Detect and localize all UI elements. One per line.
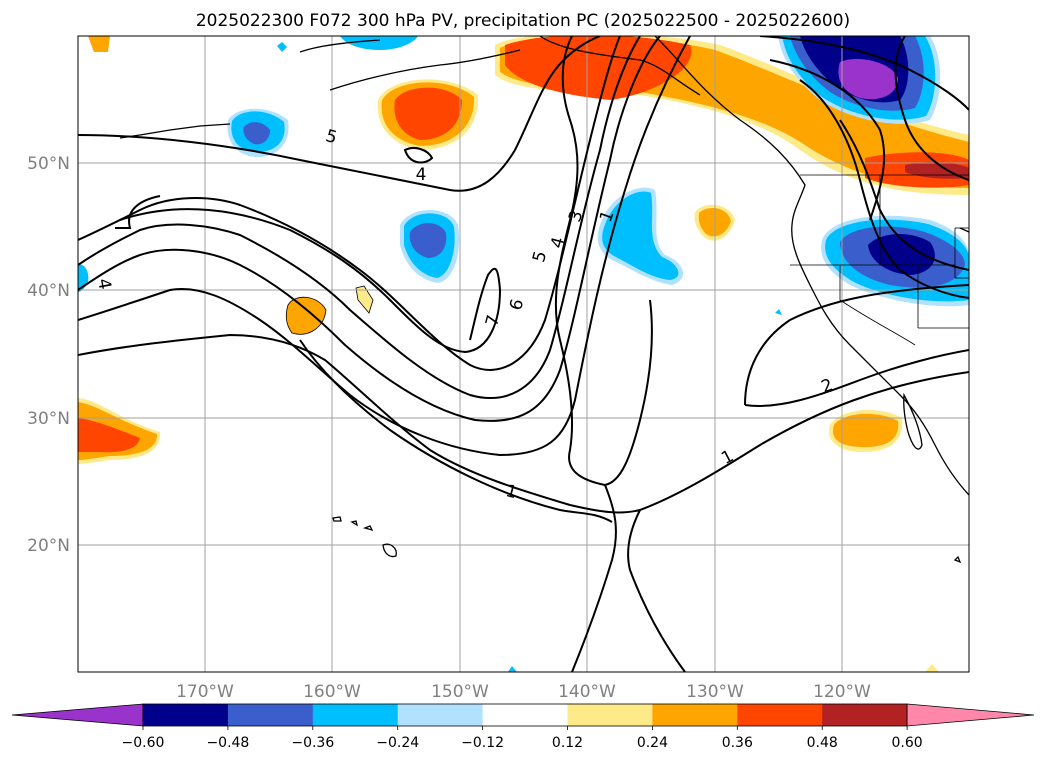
colorbar-segment xyxy=(482,704,568,726)
lon-label: 150°W xyxy=(431,682,489,702)
colorbar-segment xyxy=(652,704,738,726)
lon-label: 160°W xyxy=(303,682,361,702)
colorbar-ticks xyxy=(142,726,908,730)
precip-positive-small xyxy=(88,36,110,52)
colorbar-tick-labels: −0.60 −0.48 −0.36 −0.24 −0.12 0.12 0.24 0.36 0.4… xyxy=(122,735,923,751)
lon-label: 130°W xyxy=(686,682,744,702)
precip-positive-hawaii-west xyxy=(78,418,140,453)
lat-label: 50°N xyxy=(27,154,70,174)
colorbar-segment xyxy=(312,704,399,726)
pv-contours xyxy=(78,36,969,672)
lat-label: 20°N xyxy=(27,536,70,556)
colorbar-tick-label: −0.12 xyxy=(461,735,504,751)
colorbar-tick-label: −0.48 xyxy=(206,735,249,751)
precip-negative-small xyxy=(775,309,782,315)
coastlines xyxy=(119,36,969,564)
colorbar-tick-label: 0.36 xyxy=(722,735,753,751)
map-title: 2025022300 F072 300 hPa PV, precipitatio… xyxy=(196,11,850,31)
gridlines xyxy=(78,36,969,672)
contour-label: 4 xyxy=(547,235,569,251)
colorbar-segment xyxy=(227,704,314,726)
colorbar-segments xyxy=(11,703,1035,727)
contour-label: 1 xyxy=(503,481,519,503)
lon-label: 170°W xyxy=(176,682,234,702)
colorbar-segment xyxy=(737,704,823,726)
colorbar-tick-label: −0.24 xyxy=(376,735,419,751)
lat-label: 30°N xyxy=(27,409,70,429)
colorbar-tick-label: −0.36 xyxy=(291,735,334,751)
colorbar-tick-label: 0.24 xyxy=(637,735,668,751)
colorbar-tick-label: 0.60 xyxy=(892,735,923,751)
map-area: 5 4 5 4 3 1 6 7 4 2 1 1 xyxy=(77,35,970,673)
precip-positive-baja xyxy=(833,413,899,448)
contour-label: 6 xyxy=(506,297,528,313)
colorbar-tick-label: −0.60 xyxy=(122,735,165,751)
precip-negative-aleutian xyxy=(243,122,270,145)
lon-label: 120°W xyxy=(813,682,871,702)
precip-positive-west xyxy=(285,296,327,335)
precip-positive-nw-coast xyxy=(505,36,692,100)
colorbar-segment xyxy=(822,704,908,726)
colorbar-segment xyxy=(567,704,653,726)
precip-positive-gulf-alaska xyxy=(394,87,462,140)
longitude-labels: 170°W 160°W 150°W 140°W 130°W 120°W xyxy=(176,682,871,702)
contour-label: 4 xyxy=(93,277,115,291)
contour-label: 7 xyxy=(482,313,504,329)
contour-label: 4 xyxy=(416,165,427,185)
lon-label: 140°W xyxy=(558,682,616,702)
contour-label: 5 xyxy=(529,249,551,265)
precip-negative-west xyxy=(409,223,447,258)
precip-negative-top xyxy=(340,36,418,50)
colorbar-extend-max xyxy=(906,703,1035,727)
colorbar: −0.60 −0.48 −0.36 −0.24 −0.12 0.12 0.24 0.36 0.4… xyxy=(11,703,1035,751)
colorbar-outline xyxy=(142,703,908,727)
precip-negative-small xyxy=(508,666,517,672)
colorbar-segment xyxy=(397,704,484,726)
precip-negative-small xyxy=(277,42,287,52)
colorbar-segment xyxy=(143,704,229,726)
latitude-labels: 50°N 40°N 30°N 20°N xyxy=(27,154,70,556)
map-frame xyxy=(77,35,970,673)
lat-label: 40°N xyxy=(27,281,70,301)
precip-shading xyxy=(78,36,969,672)
precip-positive-west xyxy=(355,285,374,314)
contour-label: 5 xyxy=(323,126,339,148)
colorbar-tick-label: 0.12 xyxy=(552,735,583,751)
colorbar-extend-min xyxy=(11,703,144,727)
colorbar-tick-label: 0.48 xyxy=(807,735,838,751)
precip-negative-ne xyxy=(838,58,898,100)
precip-positive-small xyxy=(925,664,939,672)
precip-negative-central xyxy=(602,191,679,280)
